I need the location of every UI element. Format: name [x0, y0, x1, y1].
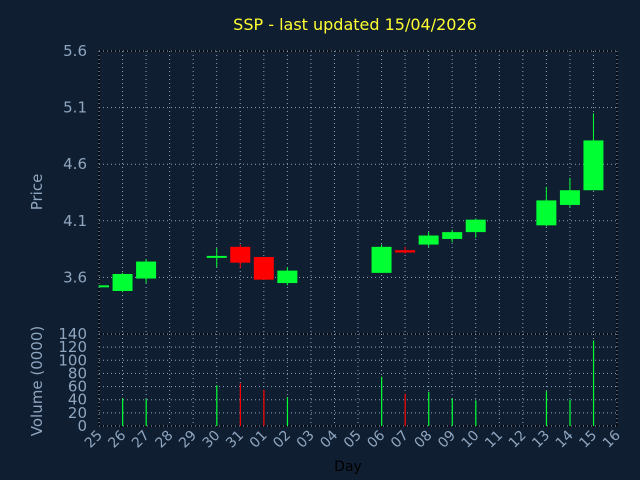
x-tick-label: 31	[223, 428, 247, 452]
x-tick-label: 13	[529, 428, 553, 452]
candle-body	[112, 274, 133, 291]
x-tick-label: 02	[270, 428, 294, 452]
x-tick-label: 27	[129, 428, 153, 452]
x-tick-label: 04	[317, 427, 341, 451]
volume-bar	[381, 376, 383, 426]
volume-bar	[286, 397, 289, 426]
volume-y-tick-label: 100	[58, 351, 87, 369]
volume-y-tick-label: 60	[68, 378, 87, 396]
x-tick-labels: 25 26 27 28 29 30 31 01 02 03 04 05 06 07 08 09 10 11 12 13…	[82, 427, 624, 451]
candle-body	[536, 200, 557, 226]
volume-y-tick-label: 20	[68, 404, 87, 422]
volume-y-tick-label: 40	[68, 391, 87, 409]
x-tick-label: 03	[294, 428, 318, 452]
price-y-tick-label: 5.1	[63, 99, 87, 117]
x-tick-label: 15	[576, 428, 600, 452]
candles	[98, 113, 604, 293]
candle-body	[230, 246, 251, 263]
price-axis-label: Price	[28, 174, 46, 211]
volume-y-tick-label: 0	[77, 417, 87, 435]
volume-bar	[239, 383, 241, 426]
candle-body	[442, 232, 463, 239]
price-y-tick-label: 5.6	[63, 42, 87, 60]
volume-bar	[122, 398, 124, 426]
x-tick-label: 06	[364, 427, 388, 451]
volume-bar	[569, 399, 571, 426]
volume-grid	[98, 333, 618, 427]
volume-bar	[451, 398, 453, 426]
x-axis-label: Day	[334, 459, 362, 475]
candle-body	[136, 261, 157, 279]
price-y-tick-label: 4.6	[63, 155, 87, 173]
volume-bar	[145, 399, 147, 426]
candle-body	[395, 250, 416, 253]
volume-axis-label: Volume (0000)	[28, 326, 46, 436]
chart-title: SSP - last updated 15/04/2026	[233, 15, 477, 34]
candle-body	[465, 219, 486, 233]
candle-body	[99, 285, 109, 288]
x-tick-label: 10	[459, 428, 483, 452]
x-tick-label: 12	[506, 428, 530, 452]
volume-bars	[122, 340, 595, 426]
x-tick-label: 11	[482, 428, 506, 452]
candle-body	[253, 257, 274, 280]
candle-body	[583, 140, 604, 191]
volume-bar	[404, 393, 406, 426]
x-tick-label: 30	[200, 428, 224, 452]
price-grid	[98, 50, 618, 334]
candle-body	[206, 255, 227, 258]
volume-bar	[475, 400, 477, 426]
price-panel: 3.6 4.1 4.6 5.1 5.6 Price	[28, 42, 618, 335]
candle-body	[371, 246, 392, 273]
x-tick-label: 08	[412, 428, 436, 452]
x-tick-label: 07	[388, 428, 412, 452]
candle-body	[418, 235, 439, 245]
volume-bar	[545, 391, 548, 426]
volume-y-tick-label: 140	[58, 325, 87, 343]
price-y-tick-label: 4.1	[63, 212, 87, 230]
candle-body	[277, 270, 298, 284]
x-tick-label: 28	[153, 428, 177, 452]
price-y-ticks: 3.6 4.1 4.6 5.1 5.6	[63, 42, 87, 286]
volume-panel-frame	[98, 333, 618, 427]
volume-bar	[428, 391, 430, 426]
x-tick-label: 09	[435, 428, 459, 452]
candle-body	[559, 190, 580, 205]
x-tick-label: 16	[600, 427, 624, 451]
price-y-tick-label: 3.6	[63, 268, 87, 286]
volume-y-tick-label: 120	[58, 338, 87, 356]
volume-bar	[592, 340, 595, 426]
volume-bar	[263, 389, 265, 426]
x-tick-label: 05	[341, 428, 365, 452]
x-tick-label: 29	[176, 428, 200, 452]
volume-bar	[216, 385, 218, 426]
x-tick-label: 01	[247, 428, 271, 452]
x-tick-label: 14	[553, 427, 577, 451]
volume-y-tick-label: 80	[68, 364, 87, 382]
x-tick-label: 26	[105, 427, 129, 451]
